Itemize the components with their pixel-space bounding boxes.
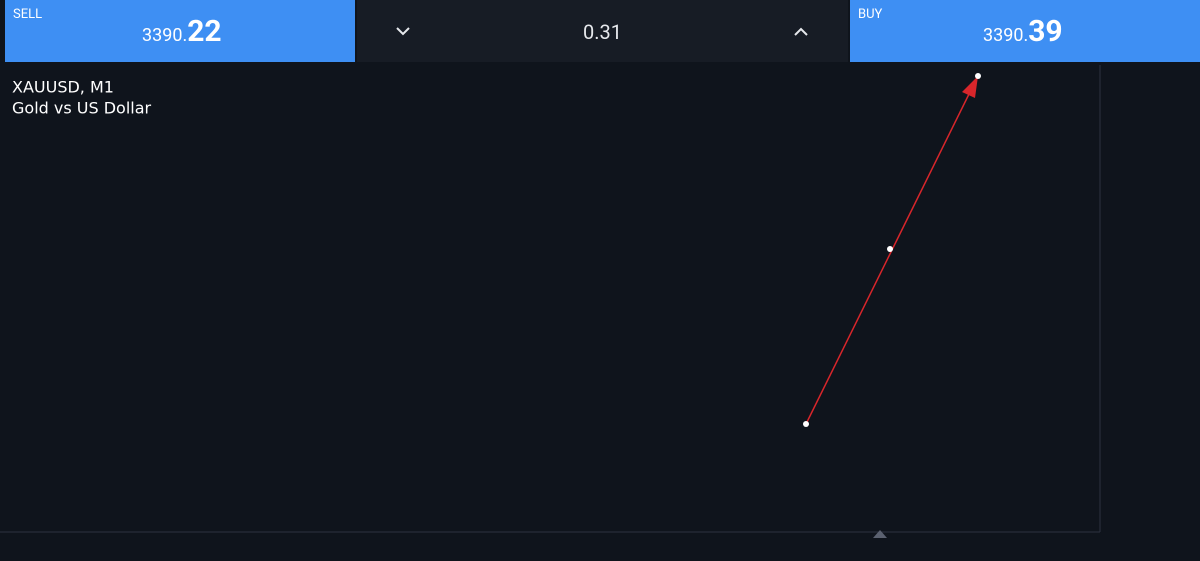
buy-label: BUY: [858, 7, 883, 22]
sell-label: SELL: [13, 7, 43, 22]
buy-price-main: 3390.: [983, 25, 1029, 46]
decrease-volume[interactable]: [396, 27, 410, 36]
buy-price: 3390.39: [983, 14, 1063, 49]
trend-handle[interactable]: [975, 73, 981, 79]
buy-price-pips: 39: [1028, 14, 1063, 49]
sell-price-main: 3390.: [142, 25, 188, 46]
chart-subtitle: Gold vs US Dollar: [12, 99, 152, 118]
trend-handle[interactable]: [887, 246, 893, 252]
volume-arrows: [396, 27, 808, 36]
sell-price-pips: 22: [187, 14, 222, 49]
volume-value[interactable]: 0.31: [583, 20, 622, 44]
trend-handle[interactable]: [803, 421, 809, 427]
scroll-indicator[interactable]: [873, 530, 887, 538]
increase-volume[interactable]: [794, 27, 808, 36]
sell-price: 3390.22: [142, 14, 222, 49]
buy-button[interactable]: BUY 3390.39: [850, 0, 1200, 62]
chart-title: XAUUSD, M1: [12, 78, 114, 97]
trend-line[interactable]: [805, 87, 973, 425]
volume-panel: 0.31: [357, 0, 848, 62]
sell-button[interactable]: SELL 3390.22: [5, 0, 355, 62]
trend-arrow-head: [962, 76, 978, 98]
trade-bar: SELL 3390.22 0.31 BUY 3390.39: [0, 0, 1200, 62]
